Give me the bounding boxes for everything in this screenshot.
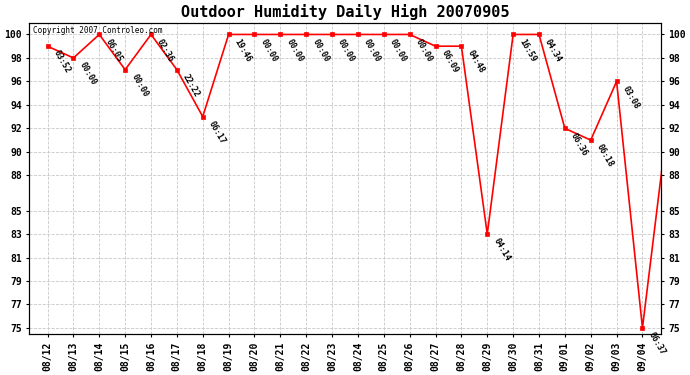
Text: 06:09: 06:09 <box>440 49 460 75</box>
Text: 00:00: 00:00 <box>129 72 150 99</box>
Text: 00:00: 00:00 <box>259 37 279 63</box>
Text: 04:48: 04:48 <box>466 49 486 75</box>
Text: 19:46: 19:46 <box>233 37 253 63</box>
Text: 06:36: 06:36 <box>569 131 589 157</box>
Text: 06:18: 06:18 <box>595 143 615 169</box>
Text: 16:59: 16:59 <box>518 37 538 63</box>
Text: 00:00: 00:00 <box>310 37 331 63</box>
Text: 00:00: 00:00 <box>414 37 434 63</box>
Text: 06:17: 06:17 <box>207 119 227 146</box>
Title: Outdoor Humidity Daily High 20070905: Outdoor Humidity Daily High 20070905 <box>181 4 509 20</box>
Text: 00:00: 00:00 <box>284 37 305 63</box>
Text: 04:14: 04:14 <box>491 237 512 263</box>
Text: 22:22: 22:22 <box>181 72 201 99</box>
Text: 00:00: 00:00 <box>336 37 357 63</box>
Text: 04:34: 04:34 <box>543 37 564 63</box>
Text: 06:37: 06:37 <box>647 331 667 357</box>
Text: 06:05: 06:05 <box>104 37 124 63</box>
Text: 03:08: 03:08 <box>621 84 641 110</box>
Text: 00:00: 00:00 <box>77 61 98 87</box>
Text: 04:16: 04:16 <box>0 374 1 375</box>
Text: 00:00: 00:00 <box>388 37 408 63</box>
Text: 00:00: 00:00 <box>362 37 382 63</box>
Text: 03:52: 03:52 <box>52 49 72 75</box>
Text: 02:36: 02:36 <box>155 37 175 63</box>
Text: Copyright 2007 Controleo.com: Copyright 2007 Controleo.com <box>32 26 162 35</box>
